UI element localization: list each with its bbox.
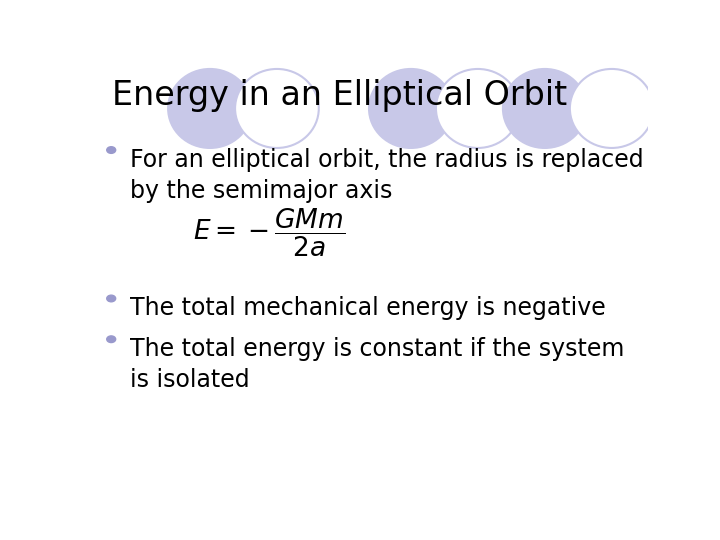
Ellipse shape: [235, 69, 319, 148]
Ellipse shape: [503, 69, 587, 148]
Text: Energy in an Elliptical Orbit: Energy in an Elliptical Orbit: [112, 79, 567, 112]
Ellipse shape: [168, 69, 252, 148]
Ellipse shape: [570, 69, 654, 148]
Ellipse shape: [369, 69, 453, 148]
Circle shape: [107, 295, 116, 302]
Text: The total energy is constant if the system
is isolated: The total energy is constant if the syst…: [130, 337, 624, 392]
Ellipse shape: [436, 69, 520, 148]
Circle shape: [107, 147, 116, 153]
Circle shape: [107, 336, 116, 342]
Text: $\mathit{E} = -\dfrac{\mathit{GMm}}{\mathit{2a}}$: $\mathit{E} = -\dfrac{\mathit{GMm}}{\mat…: [193, 207, 346, 259]
Text: The total mechanical energy is negative: The total mechanical energy is negative: [130, 296, 606, 320]
Text: For an elliptical orbit, the radius is replaced
by the semimajor axis: For an elliptical orbit, the radius is r…: [130, 148, 644, 202]
